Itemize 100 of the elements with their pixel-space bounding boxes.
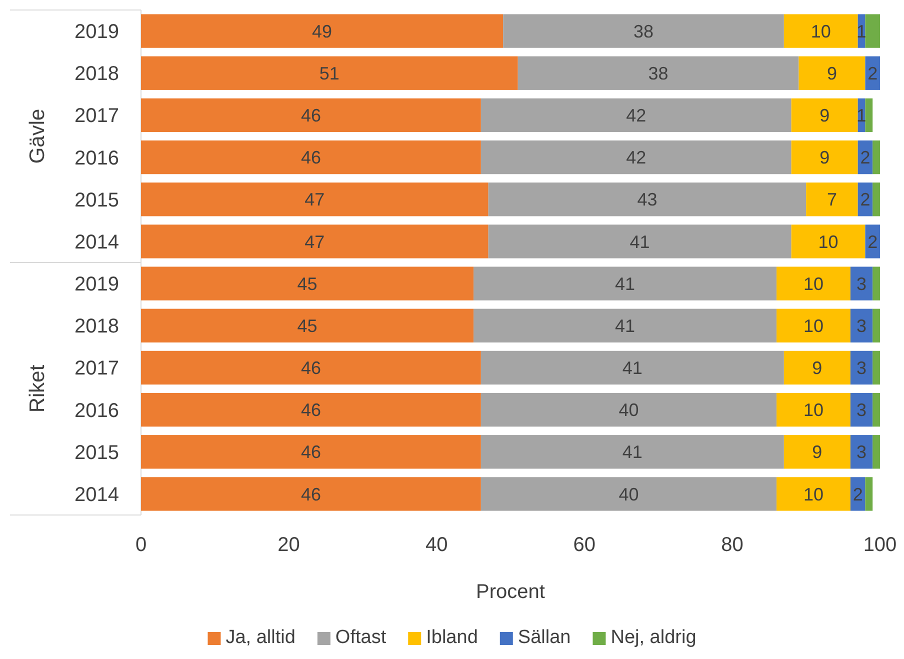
bar bbox=[776, 392, 850, 427]
x-axis-title: Procent bbox=[476, 581, 546, 603]
bar bbox=[776, 308, 850, 342]
y-tick-label: 2019 bbox=[74, 21, 119, 44]
bar bbox=[791, 140, 858, 174]
bar bbox=[865, 56, 880, 90]
data-label: 10 bbox=[803, 316, 824, 336]
data-label: 3 bbox=[856, 400, 867, 420]
data-label: 9 bbox=[812, 358, 822, 378]
data-label: 38 bbox=[634, 21, 654, 42]
data-label: 10 bbox=[810, 21, 831, 42]
data-label: 40 bbox=[618, 400, 639, 420]
y-tick-label: 2016 bbox=[74, 147, 119, 170]
x-tick-label: 60 bbox=[573, 534, 596, 556]
data-label: 38 bbox=[648, 63, 668, 84]
bar bbox=[784, 350, 850, 385]
data-label: 45 bbox=[297, 316, 318, 336]
x-tick-label: 0 bbox=[135, 534, 147, 556]
y-tick-label: 2018 bbox=[74, 63, 119, 86]
data-label: 10 bbox=[818, 232, 838, 252]
bar bbox=[141, 98, 481, 132]
bar bbox=[480, 435, 784, 469]
data-label: 2 bbox=[868, 63, 878, 84]
bar bbox=[791, 224, 866, 258]
y-tick-label: 2019 bbox=[74, 274, 119, 296]
data-label: 3 bbox=[856, 358, 867, 378]
data-label: 46 bbox=[300, 358, 321, 378]
y-tick-label: 2018 bbox=[74, 316, 119, 338]
data-label: 10 bbox=[803, 274, 824, 294]
legend-label: Ibland bbox=[426, 627, 478, 648]
data-label: 2 bbox=[860, 190, 870, 210]
bar bbox=[784, 14, 858, 48]
bar bbox=[141, 14, 504, 48]
data-label: 9 bbox=[820, 148, 830, 168]
bar bbox=[872, 350, 880, 385]
bar bbox=[850, 392, 873, 427]
bar bbox=[141, 224, 488, 258]
data-label: 41 bbox=[615, 274, 636, 294]
bar bbox=[141, 392, 481, 427]
data-label: 7 bbox=[826, 190, 837, 210]
y-tick-label: 2017 bbox=[74, 105, 119, 128]
bar bbox=[850, 350, 873, 385]
bar bbox=[141, 477, 481, 511]
data-label: 49 bbox=[312, 21, 332, 42]
bar bbox=[850, 435, 873, 469]
y-tick-label: 2017 bbox=[74, 358, 119, 380]
x-tick-label: 80 bbox=[721, 534, 744, 556]
bar bbox=[480, 477, 777, 511]
data-label: 41 bbox=[622, 442, 642, 462]
bar bbox=[776, 266, 850, 300]
bar bbox=[776, 477, 850, 511]
bar bbox=[806, 182, 858, 216]
bar bbox=[480, 350, 784, 385]
data-label: 47 bbox=[304, 190, 325, 210]
data-label: 47 bbox=[304, 232, 325, 252]
data-label: 46 bbox=[300, 148, 321, 168]
data-label: 9 bbox=[826, 63, 837, 84]
y-tick-label: 2015 bbox=[74, 189, 119, 212]
bar bbox=[518, 56, 799, 90]
data-label: 10 bbox=[803, 484, 824, 504]
data-label: 9 bbox=[812, 442, 822, 462]
data-label: 40 bbox=[618, 484, 639, 504]
data-label: 45 bbox=[297, 274, 318, 294]
legend-label: Ja, alltid bbox=[226, 627, 296, 648]
data-label: 3 bbox=[856, 274, 867, 294]
bar bbox=[872, 435, 880, 469]
text: Riket bbox=[26, 364, 49, 413]
data-label: 41 bbox=[630, 232, 650, 252]
bar bbox=[141, 435, 481, 469]
data-label: 41 bbox=[622, 358, 642, 378]
y-tick-label: 2014 bbox=[74, 484, 119, 506]
bar bbox=[488, 182, 806, 216]
legend-label: Sällan bbox=[518, 627, 571, 648]
legend-label: Nej, aldrig bbox=[610, 627, 696, 648]
data-label: 3 bbox=[856, 442, 867, 462]
bar bbox=[503, 14, 784, 48]
data-label: 3 bbox=[856, 316, 867, 336]
bar bbox=[488, 224, 792, 258]
bar bbox=[872, 140, 880, 174]
bar bbox=[141, 182, 488, 216]
y-tick-label: 2016 bbox=[74, 400, 119, 422]
data-label: 2 bbox=[860, 148, 870, 168]
data-label: 46 bbox=[300, 106, 321, 126]
text: Gävle bbox=[26, 108, 49, 164]
bar bbox=[474, 308, 777, 342]
bar bbox=[865, 98, 873, 132]
bar bbox=[865, 224, 880, 258]
bar bbox=[791, 98, 858, 132]
data-label: 46 bbox=[300, 400, 321, 420]
x-tick-label: 100 bbox=[863, 534, 897, 556]
x-tick-label: 20 bbox=[278, 534, 300, 556]
bar bbox=[141, 56, 518, 90]
bar bbox=[141, 266, 474, 300]
bar bbox=[141, 350, 481, 385]
data-label: 2 bbox=[868, 232, 878, 252]
bar bbox=[480, 140, 792, 174]
data-label: 2 bbox=[852, 484, 863, 504]
data-label: 51 bbox=[319, 63, 340, 84]
bar bbox=[850, 266, 873, 300]
y-tick-label: 2015 bbox=[74, 442, 119, 464]
